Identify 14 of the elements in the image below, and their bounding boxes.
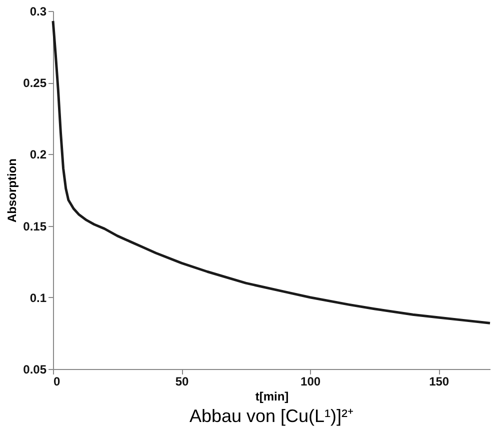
x-tick-label: 100 bbox=[300, 374, 321, 388]
y-axis-title: Absorption bbox=[5, 158, 20, 222]
line-series bbox=[52, 20, 492, 324]
y-tick-label: 0.25 bbox=[23, 76, 47, 90]
x-tick-label: 0 bbox=[54, 374, 60, 388]
y-tick-label: 0.1 bbox=[30, 290, 47, 305]
y-tick-label: 0.15 bbox=[23, 219, 47, 234]
text: Abbau von [Cu(L¹)]²⁺ bbox=[189, 406, 354, 426]
x-tick-label: 50 bbox=[175, 374, 190, 388]
x-axis-title: t[min] bbox=[255, 390, 289, 404]
x-tick-label: 150 bbox=[429, 374, 450, 388]
y-tick-label: 0.05 bbox=[23, 362, 47, 376]
y-tick-label: 0.2 bbox=[30, 148, 47, 162]
y-tick-label: 0.3 bbox=[30, 4, 47, 18]
